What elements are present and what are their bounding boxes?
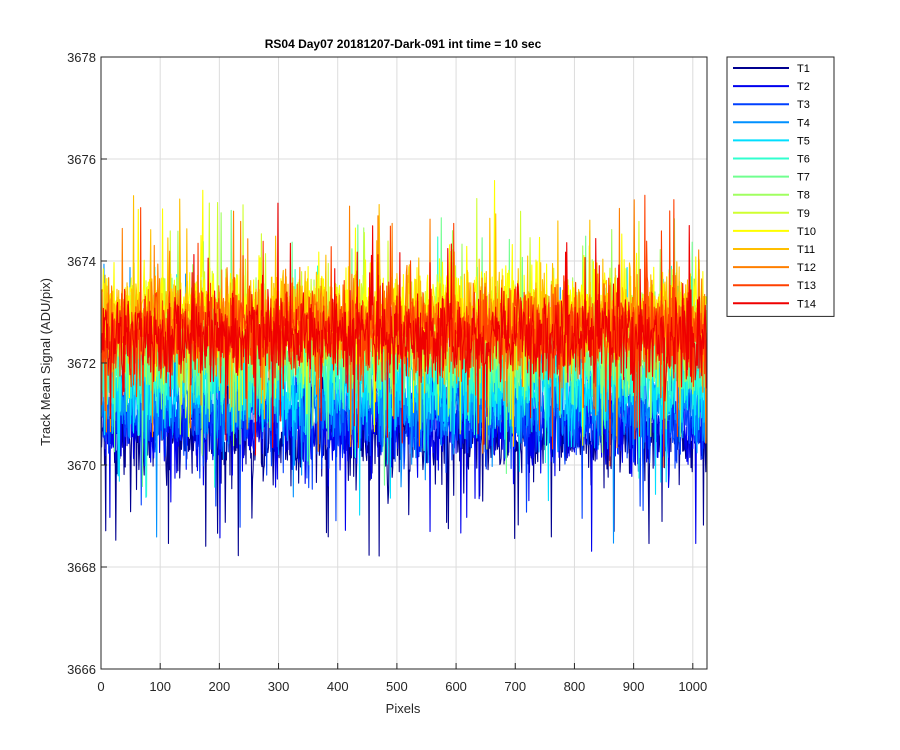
x-axis-label: Pixels xyxy=(386,701,421,716)
x-tick-label: 1000 xyxy=(678,679,707,694)
y-tick-label: 3670 xyxy=(67,458,96,473)
plot-area: 0 100 200 300 400 500 600 700 800 900 1000 3666366… xyxy=(67,50,708,694)
legend-label: T8 xyxy=(797,190,810,202)
legend-label: T13 xyxy=(797,280,816,292)
legend-label: T5 xyxy=(797,135,810,147)
x-tick-label: 0 xyxy=(97,679,104,694)
legend-label: T1 xyxy=(797,63,810,75)
series-line-t10 xyxy=(100,179,707,446)
legend-label: T10 xyxy=(797,226,816,238)
x-tick-label: 500 xyxy=(386,679,408,694)
legend-label: T4 xyxy=(797,117,810,129)
legend-label: T6 xyxy=(797,154,810,166)
y-tick-label: 3668 xyxy=(67,560,96,575)
legend-label: T9 xyxy=(797,208,810,220)
x-tick-label: 600 xyxy=(445,679,467,694)
y-axis-ticks: 3666 3668 3670 3672 3674 3676 3678 xyxy=(67,50,107,677)
legend: T1 T2 T3 T4 T5 T6 T7 T8 T9 T10 T11 T12 T13 T14 xyxy=(726,56,835,317)
y-tick-label: 3678 xyxy=(67,50,96,65)
x-tick-label: 700 xyxy=(504,679,526,694)
y-tick-label: 3666 xyxy=(67,662,96,677)
x-tick-label: 200 xyxy=(209,679,231,694)
legend-label: T3 xyxy=(797,99,810,111)
y-axis-label: Track Mean Signal (ADU/pix) xyxy=(38,278,53,446)
x-axis-ticks: 0 100 200 300 400 500 600 700 800 900 1000 xyxy=(97,663,707,694)
legend-label: T12 xyxy=(797,262,816,274)
x-tick-label: 300 xyxy=(268,679,290,694)
x-tick-label: 400 xyxy=(327,679,349,694)
series-lines xyxy=(100,179,707,557)
chart-title: RS04 Day07 20181207-Dark-091 int time = … xyxy=(265,37,542,51)
legend-label: T2 xyxy=(797,81,810,93)
series-line-t14 xyxy=(100,202,707,456)
y-tick-label: 3672 xyxy=(67,356,96,371)
legend-label: T7 xyxy=(797,172,810,184)
x-tick-label: 100 xyxy=(149,679,171,694)
x-tick-label: 800 xyxy=(564,679,586,694)
y-tick-label: 3674 xyxy=(67,254,96,269)
legend-label: T14 xyxy=(797,298,816,310)
legend-label: T11 xyxy=(797,244,815,256)
legend-box xyxy=(726,56,835,317)
y-tick-label: 3676 xyxy=(67,152,96,167)
x-tick-label: 900 xyxy=(623,679,645,694)
